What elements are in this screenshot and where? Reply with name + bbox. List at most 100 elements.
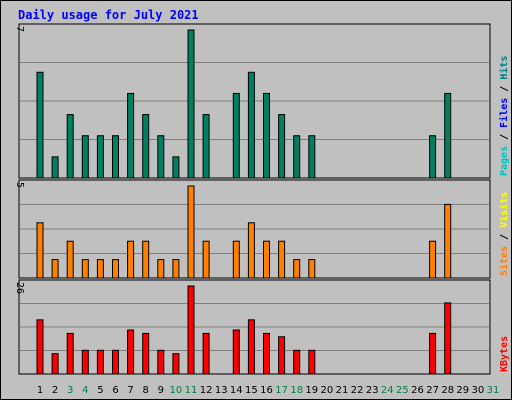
kbytes-bar-day-28	[444, 302, 452, 375]
kbytes-bar-day-9	[157, 349, 165, 375]
x-tick-label-day-6: 6	[112, 385, 118, 396]
x-tick-label-day-15: 15	[245, 385, 258, 396]
visits-bar-day-8	[142, 240, 150, 279]
kbytes-bar-day-10	[172, 353, 180, 375]
hits-bar-day-15	[247, 71, 255, 179]
kbytes-bar-day-3	[66, 332, 74, 375]
x-tick-label-day-28: 28	[441, 385, 454, 396]
visits-bar-day-10	[172, 259, 180, 279]
kbytes-bar-day-18	[293, 349, 301, 375]
kbytes-bar-day-1	[36, 319, 44, 375]
kbytes-bar-day-15	[247, 319, 255, 375]
side-label-part: /	[499, 128, 510, 146]
kbytes-bar-day-19	[308, 349, 316, 375]
x-tick-label-day-8: 8	[143, 385, 149, 396]
visits-bar-day-5	[96, 259, 104, 279]
x-tick-label-day-5: 5	[97, 385, 103, 396]
x-tick-label-day-16: 16	[260, 385, 273, 396]
visits-bar-day-11	[187, 185, 195, 279]
kbytes-bar-day-11	[187, 285, 195, 375]
x-tick-label-day-12: 12	[200, 385, 213, 396]
visits-bar-day-17	[278, 240, 286, 279]
x-tick-label-day-21: 21	[336, 385, 349, 396]
kbytes-bar-day-27	[429, 332, 437, 375]
hits-bar-day-2	[51, 156, 59, 179]
kbytes-bar-day-14	[232, 329, 240, 375]
x-tick-label-day-2: 2	[52, 385, 58, 396]
hits-bar-day-11	[187, 29, 195, 179]
hits-bar-day-8	[142, 114, 150, 179]
side-label-part: /	[499, 228, 510, 246]
hits-bar-day-16	[263, 92, 270, 179]
visits-bar-day-3	[66, 240, 74, 279]
x-tick-label-day-24: 24	[381, 385, 394, 396]
x-tick-label-day-22: 22	[351, 385, 364, 396]
x-tick-label-day-31: 31	[487, 385, 500, 396]
visits-bar-day-4	[81, 259, 89, 279]
hits-bar-day-7	[127, 92, 135, 179]
x-tick-label-day-23: 23	[366, 385, 379, 396]
visits-bar-day-14	[232, 240, 240, 279]
x-tick-label-day-20: 20	[321, 385, 334, 396]
x-tick-label-day-18: 18	[290, 385, 303, 396]
side-label-part: Files	[498, 98, 510, 128]
kbytes-bar-day-7	[127, 329, 135, 375]
hits-bar-day-18	[293, 135, 301, 179]
hits-bar-day-9	[157, 135, 165, 179]
hits-bar-day-14	[232, 92, 240, 179]
side-label-part: Hits	[498, 56, 510, 80]
x-tick-label-day-17: 17	[275, 385, 288, 396]
x-tick-label-day-30: 30	[472, 385, 485, 396]
side-label-part: Pages	[499, 146, 510, 176]
x-tick-label-day-3: 3	[67, 385, 73, 396]
kbytes-bar-day-4	[81, 349, 89, 375]
visits-bar-day-18	[293, 259, 301, 279]
panel-3-ymax-label: 26	[14, 282, 25, 294]
hits-bar-day-19	[308, 135, 316, 179]
panel-1-ymax-label: 7	[14, 26, 25, 32]
side-label-part: Visits	[498, 192, 510, 228]
kbytes-bar-day-2	[51, 353, 59, 375]
x-tick-label-day-26: 26	[411, 385, 424, 396]
visits-bar-day-9	[157, 259, 165, 279]
hits-bar-day-4	[81, 135, 89, 179]
x-tick-label-day-13: 13	[215, 385, 228, 396]
hits-bar-day-1	[36, 71, 44, 179]
visits-bar-day-19	[308, 259, 316, 279]
visits-bar-day-16	[263, 240, 270, 279]
hits-bar-day-5	[96, 135, 104, 179]
x-tick-label-day-29: 29	[456, 385, 469, 396]
hits-bar-day-10	[172, 156, 180, 179]
hits-bar-day-27	[429, 135, 437, 179]
kbytes-bar-day-5	[96, 349, 104, 375]
x-tick-label-day-27: 27	[426, 385, 439, 396]
visits-bar-day-27	[429, 240, 437, 279]
x-tick-label-day-4: 4	[82, 385, 88, 396]
side-label-part: /	[499, 80, 510, 98]
hits-bar-day-6	[112, 135, 119, 179]
x-tick-label-day-1: 1	[37, 385, 43, 396]
hits-bar-day-28	[444, 92, 452, 179]
kbytes-bar-day-8	[142, 332, 150, 375]
hits-bar-day-3	[66, 114, 74, 179]
kbytes-bar-day-12	[202, 332, 210, 375]
panel-2-ymax-label: 5	[14, 182, 25, 188]
hits-bar-day-17	[278, 114, 286, 179]
kbytes-bar-day-16	[263, 332, 270, 375]
x-tick-label-day-7: 7	[127, 385, 133, 396]
x-tick-label-day-25: 25	[396, 385, 409, 396]
panel-3-side-label: KBytes	[499, 336, 510, 372]
x-tick-label-day-19: 19	[305, 385, 318, 396]
side-label-part: KBytes	[499, 336, 510, 372]
x-tick-label-day-10: 10	[170, 385, 183, 396]
visits-bar-day-7	[127, 240, 135, 279]
visits-bar-day-28	[444, 203, 452, 279]
visits-bar-day-15	[247, 222, 255, 279]
chart-title: Daily usage for July 2021	[18, 8, 199, 22]
kbytes-bar-day-6	[112, 349, 119, 375]
panel-1-side-label: Pages / Files / Hits	[498, 56, 510, 176]
visits-bar-day-6	[112, 259, 119, 279]
x-tick-label-day-9: 9	[158, 385, 164, 396]
kbytes-bar-day-17	[278, 336, 286, 375]
